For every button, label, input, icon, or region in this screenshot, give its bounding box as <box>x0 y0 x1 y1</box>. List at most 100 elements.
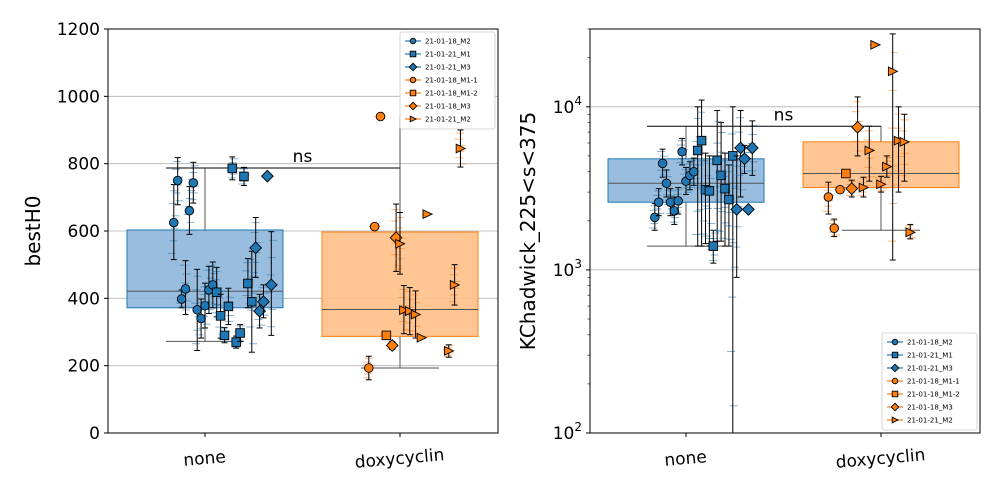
legend-label: 21-01-18_M3 <box>425 103 471 111</box>
y-tick-label: 0 <box>89 424 100 444</box>
data-point <box>449 279 461 290</box>
legend-label: 21-01-18_M2 <box>425 38 471 46</box>
data-point <box>692 145 703 156</box>
data-point <box>184 206 195 216</box>
y-tick-label: 600 <box>68 222 100 242</box>
data-point <box>905 227 917 238</box>
data-point <box>887 66 899 77</box>
legend: 21-01-18_M2 21-01-21_M1 21-01-21_M3 21-01-1… <box>881 332 978 431</box>
data-point <box>738 152 751 166</box>
legend-label: 21-01-18_M3 <box>907 404 953 412</box>
legend-frame <box>399 31 496 130</box>
legend-item: 21-01-21_M2 <box>887 416 953 425</box>
legend-item: 21-01-18_M1-2 <box>887 391 960 399</box>
y-tick-label: 1000 <box>57 87 100 107</box>
legend-marker <box>409 50 417 58</box>
data-point <box>724 194 734 205</box>
legend-frame <box>881 332 978 431</box>
x-tick-label: doxycyclin <box>835 445 926 473</box>
legend-item: 21-01-18_M1-2 <box>405 90 478 98</box>
data-point <box>243 278 253 289</box>
legend-label: 21-01-18_M1-1 <box>907 378 960 386</box>
data-point <box>650 212 660 223</box>
data-point <box>375 111 386 122</box>
data-point <box>200 300 210 311</box>
legend-marker <box>891 390 899 398</box>
data-point <box>385 339 399 352</box>
x-tick-label: none <box>664 447 708 471</box>
legend-label: 21-01-18_M2 <box>907 339 953 347</box>
data-point <box>841 168 851 179</box>
chart-panel-2: ns 102 103 104 none doxycyclin KChadwick_225<s… <box>516 28 981 473</box>
legend-label: 21-01-18_M1-2 <box>425 90 478 98</box>
chart-panel-1: ns 0 200 400 600 800 1000 1200 none doxycyclin bes… <box>21 20 499 473</box>
data-point <box>169 217 179 228</box>
data-point <box>673 196 683 206</box>
data-point <box>882 161 893 172</box>
data-point <box>689 166 699 177</box>
data-point <box>239 171 249 182</box>
data-point <box>188 178 199 188</box>
y-tick-label: 1200 <box>57 20 100 40</box>
data-point <box>677 147 687 157</box>
data-point <box>741 202 755 216</box>
y-tick-label: 400 <box>68 289 100 309</box>
x-tick-label: none <box>183 447 227 471</box>
data-point <box>416 332 428 343</box>
legend-label: 21-01-21_M1 <box>425 51 471 59</box>
legend-item: 21-01-21_M1 <box>405 51 471 59</box>
data-point <box>708 241 719 251</box>
legend-label: 21-01-21_M3 <box>425 64 471 72</box>
data-point <box>211 287 222 298</box>
data-point <box>829 223 839 234</box>
data-point <box>716 170 726 181</box>
legend-marker <box>409 76 417 84</box>
legend-marker <box>408 62 418 72</box>
data-point <box>399 305 410 316</box>
legend-item: 21-01-18_M2 <box>887 339 953 347</box>
data-point <box>712 155 722 166</box>
legend-item: 21-01-21_M2 <box>405 115 471 124</box>
data-point <box>176 294 187 304</box>
y-tick-label: 200 <box>68 357 100 377</box>
axes-frame <box>589 28 981 434</box>
data-points <box>649 33 917 433</box>
legend-marker <box>408 101 418 111</box>
data-point <box>249 241 263 255</box>
data-point <box>653 197 664 207</box>
data-point <box>231 337 241 347</box>
legend-marker <box>890 363 900 373</box>
data-point <box>247 296 257 307</box>
legend-label: 21-01-21_M2 <box>425 116 471 124</box>
legend-item: 21-01-21_M3 <box>405 62 471 72</box>
data-point <box>661 178 672 188</box>
data-point <box>704 186 715 196</box>
data-point <box>215 311 226 321</box>
data-point <box>745 141 759 155</box>
data-point <box>870 39 881 50</box>
legend-marker <box>409 89 417 97</box>
y-tick-label: 800 <box>68 155 100 175</box>
y-tick-label: 102 <box>553 420 582 444</box>
legend-label: 21-01-18_M1-1 <box>425 77 478 85</box>
legend-marker <box>890 402 900 412</box>
data-point <box>381 330 392 341</box>
legend-item: 21-01-18_M2 <box>405 38 471 46</box>
data-point <box>219 330 230 341</box>
legend-marker <box>891 416 900 424</box>
data-point <box>444 345 455 356</box>
data-point <box>422 209 434 220</box>
data-point <box>835 185 845 195</box>
legend-marker <box>891 377 899 385</box>
data-point <box>235 328 245 338</box>
data-point <box>845 182 859 196</box>
data-points <box>168 111 467 381</box>
significance-label: ns <box>774 105 794 125</box>
legend-label: 21-01-21_M1 <box>907 352 953 360</box>
legend-item: 21-01-18_M3 <box>405 101 471 111</box>
data-point <box>899 136 911 147</box>
data-point <box>455 143 467 154</box>
data-point <box>364 363 374 373</box>
data-point <box>395 238 406 249</box>
